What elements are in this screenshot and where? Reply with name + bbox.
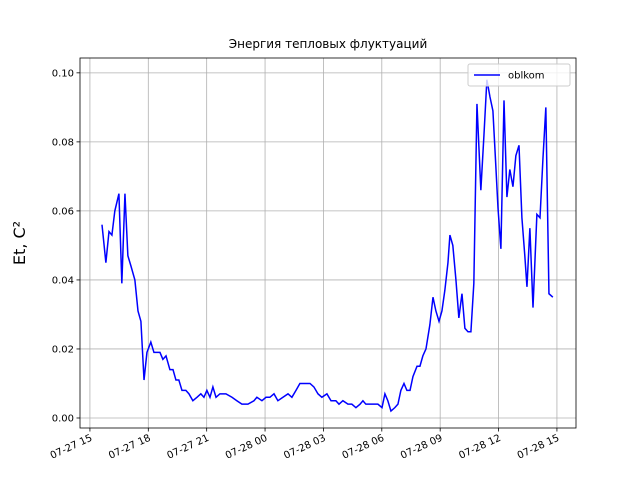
- x-tick-label: 07-27 18: [107, 433, 152, 462]
- y-tick-label: 0.10: [52, 68, 74, 79]
- y-tick-label: 0.00: [52, 413, 74, 424]
- x-tick-label: 07-28 15: [516, 433, 561, 462]
- x-tick-label: 07-27 15: [49, 433, 94, 462]
- x-tick-label: 07-28 06: [341, 433, 386, 462]
- legend: oblkom: [467, 63, 571, 87]
- x-tick-label: 07-28 12: [457, 433, 502, 462]
- legend-box: [467, 63, 571, 87]
- chart-title: Энергия тепловых флуктуаций: [229, 37, 428, 51]
- y-tick-label: 0.02: [52, 344, 74, 355]
- x-tick-label: 07-28 00: [224, 433, 269, 462]
- y-axis-label: Et, C²: [10, 221, 29, 265]
- plot-frame: [79, 57, 577, 429]
- y-tick-label: 0.04: [52, 275, 74, 286]
- y-tick-label: 0.06: [52, 206, 74, 217]
- x-tick-label: 07-27 21: [166, 433, 211, 462]
- legend-label: oblkom: [508, 71, 545, 82]
- data-line: [101, 79, 554, 413]
- y-tick-label: 0.08: [52, 137, 74, 148]
- x-tick-label: 07-28 09: [399, 433, 444, 462]
- x-tick-label: 07-28 03: [282, 433, 327, 462]
